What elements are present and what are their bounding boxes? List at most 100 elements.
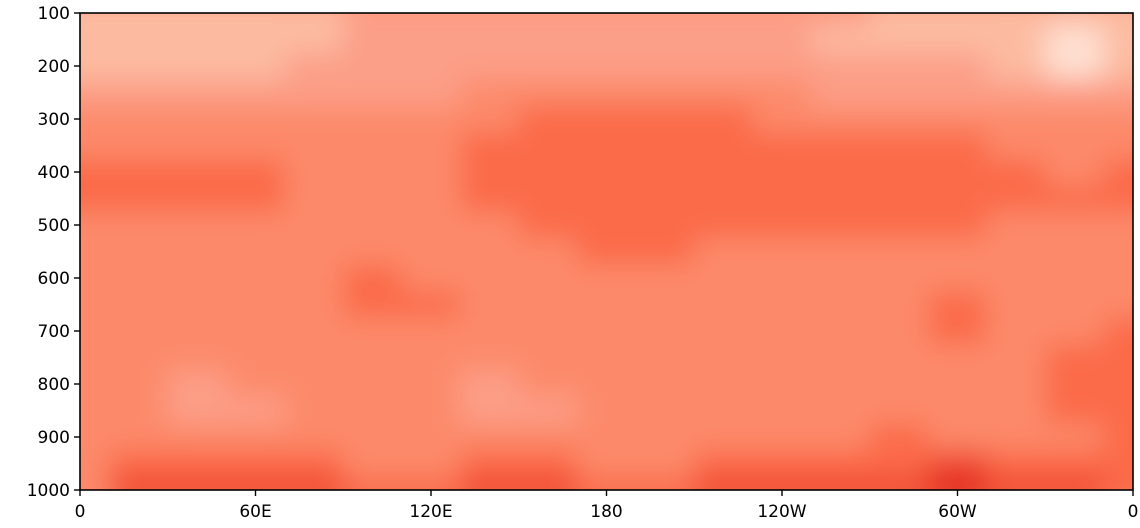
field-cell [928, 52, 988, 81]
field-cell [1045, 79, 1105, 107]
field-cell [284, 132, 345, 160]
field-cell [284, 158, 345, 187]
field-cell [752, 344, 813, 372]
field-cell [577, 79, 637, 107]
field-cell [1103, 238, 1133, 266]
field-cell [343, 291, 403, 319]
field-cell [284, 397, 345, 425]
field-cell [869, 264, 930, 293]
field-cell [1103, 476, 1133, 490]
field-cell [577, 264, 637, 293]
field-cell [694, 79, 754, 107]
field-cell [635, 291, 696, 319]
field-cell [401, 476, 462, 490]
field-cell [518, 397, 579, 425]
field-cell [226, 370, 286, 399]
field-cell [811, 238, 871, 266]
x-tick-label: 60E [239, 502, 271, 522]
field-cell [460, 397, 520, 425]
field-cell [577, 26, 637, 54]
field-cell [1045, 211, 1105, 240]
field-cell [401, 105, 462, 134]
field-cell [635, 317, 696, 346]
field-cell [928, 105, 988, 134]
field-cell [460, 370, 520, 399]
field-cell [694, 211, 754, 240]
field-cell [226, 26, 286, 54]
field-cell [752, 158, 813, 187]
field-cell [401, 291, 462, 319]
field-cell [518, 344, 579, 372]
y-tick-label: 400 [38, 163, 70, 183]
x-tick-label: 180 [590, 502, 622, 522]
field-cell [635, 158, 696, 187]
field-cell [986, 397, 1047, 425]
field-cell [401, 397, 462, 425]
field-cell [167, 450, 228, 478]
field-cell [109, 26, 169, 54]
field-cell [518, 105, 579, 134]
field-cell [284, 344, 345, 372]
field-cell [518, 185, 579, 213]
field-cell [401, 264, 462, 293]
field-cell [80, 105, 111, 134]
field-cell [577, 132, 637, 160]
field-cell [284, 105, 345, 134]
field-cell [226, 13, 286, 28]
field-cell [694, 397, 754, 425]
field-cell [928, 158, 988, 187]
field-cell [80, 344, 111, 372]
field-cell [226, 158, 286, 187]
field-cell [109, 264, 169, 293]
field-cell [928, 264, 988, 293]
field-cell [986, 264, 1047, 293]
field-cell [928, 317, 988, 346]
field-cell [343, 132, 403, 160]
field-cell [1045, 317, 1105, 346]
field-cell [1103, 158, 1133, 187]
field-cell [1103, 450, 1133, 478]
field-cell [401, 370, 462, 399]
x-tick-label: 0 [75, 502, 86, 522]
field-cell [284, 450, 345, 478]
field-cell [401, 26, 462, 54]
field-cell [226, 238, 286, 266]
field-cell [577, 344, 637, 372]
field-cell [577, 370, 637, 399]
field-cell [1045, 344, 1105, 372]
field-cell [460, 264, 520, 293]
field-cell [284, 291, 345, 319]
field-cell [518, 291, 579, 319]
field-cell [343, 476, 403, 490]
field-cell [811, 132, 871, 160]
field-cell [811, 370, 871, 399]
field-cell [752, 132, 813, 160]
field-cell [518, 52, 579, 81]
field-cell [811, 185, 871, 213]
x-tick-label: 120E [409, 502, 452, 522]
field-cell [109, 450, 169, 478]
field-cell [343, 423, 403, 452]
field-cell [928, 211, 988, 240]
field-cell [811, 317, 871, 346]
field-cell [343, 344, 403, 372]
field-cell [284, 370, 345, 399]
field-cell [928, 238, 988, 266]
field-cell [343, 105, 403, 134]
field-cell [577, 185, 637, 213]
field-cell [80, 423, 111, 452]
field-cell [811, 158, 871, 187]
field-cell [343, 397, 403, 425]
field-cell [577, 52, 637, 81]
field-cell [343, 264, 403, 293]
field-cell [343, 158, 403, 187]
field-cell [635, 79, 696, 107]
field-cell [577, 476, 637, 490]
field-cell [986, 344, 1047, 372]
x-tick-label: 60W [938, 502, 977, 522]
field-cell [167, 291, 228, 319]
field-cell [811, 291, 871, 319]
field-cell [752, 476, 813, 490]
field-cell [694, 158, 754, 187]
field-cell [1103, 211, 1133, 240]
